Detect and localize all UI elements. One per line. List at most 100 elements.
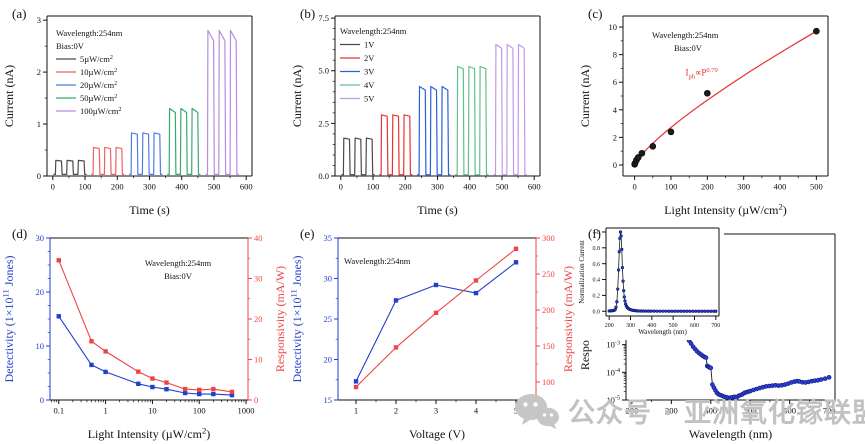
svg-text:300: 300 <box>737 182 750 192</box>
svg-text:0: 0 <box>51 182 55 192</box>
svg-text:200: 200 <box>542 305 555 315</box>
svg-text:6: 6 <box>613 77 617 87</box>
svg-text:20: 20 <box>254 314 263 324</box>
svg-text:Responsivity (mA/W): Responsivity (mA/W) <box>561 266 575 372</box>
svg-text:10-3: 10-3 <box>606 340 620 350</box>
svg-text:5: 5 <box>514 406 518 416</box>
svg-text:100: 100 <box>79 182 92 192</box>
svg-text:Bias:0V: Bias:0V <box>674 43 703 53</box>
panel-d: (d) 0.1 1 10 100 1000 0 10 20 30 0 10 20 30 40 Light I… <box>0 220 288 444</box>
svg-text:300: 300 <box>542 233 555 243</box>
svg-text:300: 300 <box>431 182 444 192</box>
panel-label-e: (e) <box>300 226 315 241</box>
svg-text:10µW/cm2: 10µW/cm2 <box>80 67 117 77</box>
svg-text:0: 0 <box>613 160 617 170</box>
svg-text:0.6: 0.6 <box>593 262 601 268</box>
svg-text:7.5: 7.5 <box>318 13 329 23</box>
svg-text:25: 25 <box>324 314 333 324</box>
svg-text:Time (s): Time (s) <box>129 203 170 217</box>
svg-text:8: 8 <box>613 50 617 60</box>
svg-text:700: 700 <box>711 323 720 329</box>
svg-text:400: 400 <box>175 182 188 192</box>
panel-f: (f) 20030040050060070010110010-110-210-3… <box>576 220 865 444</box>
svg-text:200: 200 <box>399 182 412 192</box>
svg-text:0.2: 0.2 <box>593 293 601 299</box>
panel-c: (c) 0 100 200 300 400 500 0 2 4 6 8 10 Light Intensi… <box>576 0 865 220</box>
svg-text:100: 100 <box>193 406 206 416</box>
panel-b: (b) 0 100 200 300 400 500 600 0.0 2.5 5.0 7.5 Time … <box>288 0 576 220</box>
svg-text:0.8: 0.8 <box>593 246 601 252</box>
svg-text:Voltage (V): Voltage (V) <box>409 427 465 441</box>
svg-text:100: 100 <box>367 182 380 192</box>
svg-text:600: 600 <box>783 406 796 416</box>
svg-text:100: 100 <box>542 377 555 387</box>
svg-text:20: 20 <box>36 287 45 297</box>
svg-text:Current (nA): Current (nA) <box>578 65 592 127</box>
svg-text:0: 0 <box>633 182 637 192</box>
svg-text:100µW/cm2: 100µW/cm2 <box>80 106 121 116</box>
panel-label-a: (a) <box>12 6 27 21</box>
svg-text:30: 30 <box>254 273 263 283</box>
svg-text:500: 500 <box>496 182 509 192</box>
svg-text:20µW/cm2: 20µW/cm2 <box>80 80 117 90</box>
svg-text:600: 600 <box>528 182 541 192</box>
svg-text:Time (s): Time (s) <box>417 203 458 217</box>
svg-text:4: 4 <box>474 406 479 416</box>
svg-text:10: 10 <box>36 341 45 351</box>
svg-text:500: 500 <box>810 182 823 192</box>
svg-text:Normalization Current: Normalization Current <box>578 240 586 304</box>
svg-text:15: 15 <box>324 395 333 405</box>
svg-text:Bias:0V: Bias:0V <box>56 41 85 51</box>
chart-e-detectivity-responsivity-vs-voltage: 1 2 3 4 5 15 20 25 30 35 100 150 200 250 300 Voltage (V… <box>288 233 575 441</box>
svg-text:600: 600 <box>690 323 699 329</box>
svg-text:4V: 4V <box>364 80 375 90</box>
svg-text:200: 200 <box>701 182 714 192</box>
svg-text:5V: 5V <box>364 94 375 104</box>
svg-text:500: 500 <box>669 323 678 329</box>
svg-text:1: 1 <box>103 406 107 416</box>
panel-e: (e) 1 2 3 4 5 15 20 25 30 35 100 150 200 250 300 Voltag… <box>288 220 576 444</box>
svg-text:5µW/cm2: 5µW/cm2 <box>80 54 113 64</box>
svg-text:2.5: 2.5 <box>318 118 329 128</box>
svg-text:Light Intensity (µW/cm2): Light Intensity (µW/cm2) <box>664 201 787 217</box>
svg-text:400: 400 <box>774 182 787 192</box>
svg-text:1: 1 <box>354 406 358 416</box>
svg-text:4: 4 <box>613 105 618 115</box>
svg-text:300: 300 <box>143 182 156 192</box>
svg-text:150: 150 <box>542 341 555 351</box>
svg-text:300: 300 <box>626 323 635 329</box>
svg-text:Current (nA): Current (nA) <box>290 65 304 127</box>
svg-text:30: 30 <box>36 233 45 243</box>
svg-text:Wavelength:254nm: Wavelength:254nm <box>56 28 123 38</box>
chart-c-current-vs-intensity: 0 100 200 300 400 500 0 2 4 6 8 10 Light Intensity (… <box>578 15 829 217</box>
svg-text:0.0: 0.0 <box>318 171 329 181</box>
svg-text:10-5: 10-5 <box>606 395 620 405</box>
svg-text:0: 0 <box>339 182 343 192</box>
svg-text:1V: 1V <box>364 40 375 50</box>
svg-text:1: 1 <box>37 119 41 129</box>
svg-text:0.4: 0.4 <box>593 278 601 284</box>
svg-text:400: 400 <box>647 323 656 329</box>
svg-text:35: 35 <box>324 233 333 243</box>
svg-text:Wavelength:254nm: Wavelength:254nm <box>652 30 719 40</box>
svg-text:Wavelength:254nm: Wavelength:254nm <box>340 26 407 36</box>
svg-text:Responsivity (mA/W): Responsivity (mA/W) <box>273 266 287 372</box>
svg-text:0: 0 <box>254 395 258 405</box>
svg-text:10: 10 <box>254 354 263 364</box>
svg-text:500: 500 <box>208 182 221 192</box>
svg-text:400: 400 <box>463 182 476 192</box>
chart-f-inset-normalized-spectrum: 200 300 400 500 600 700 0.0 0.2 0.4 0.6 0.8 1.0 Wave… <box>576 220 724 340</box>
svg-text:Wavelength:254nm: Wavelength:254nm <box>145 258 212 268</box>
svg-text:10-4: 10-4 <box>606 367 620 377</box>
svg-text:Bias:0V: Bias:0V <box>164 271 193 281</box>
svg-text:600: 600 <box>240 182 253 192</box>
svg-text:300: 300 <box>665 406 678 416</box>
svg-text:20: 20 <box>324 354 333 364</box>
svg-text:40: 40 <box>254 233 263 243</box>
svg-text:1.0: 1.0 <box>593 230 601 236</box>
svg-text:700: 700 <box>823 406 836 416</box>
panel-label-c: (c) <box>588 6 603 21</box>
svg-text:250: 250 <box>542 269 555 279</box>
